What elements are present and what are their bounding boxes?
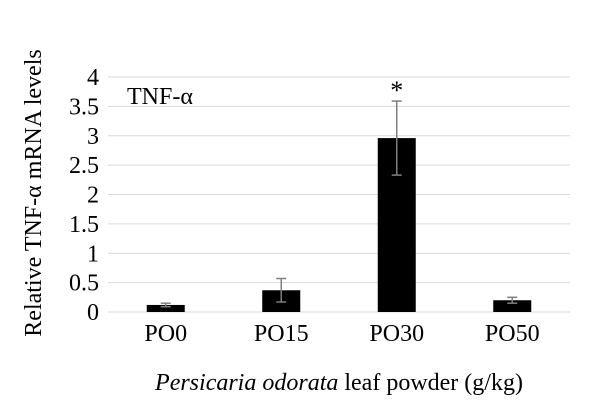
error-bars xyxy=(160,100,518,308)
y-axis-label: Relative TNF-α mRNA levels xyxy=(21,49,47,336)
x-axis-label-rest: leaf powder (g/kg) xyxy=(338,370,523,396)
y-tick-label: 0.5 xyxy=(69,271,99,297)
y-tick-label: 1 xyxy=(87,241,99,267)
bar xyxy=(493,300,532,312)
gridlines xyxy=(108,76,570,313)
bars xyxy=(146,138,532,312)
y-tick-labels: 0 0.5 1 1.5 2 2.5 3 3.5 4 xyxy=(69,65,99,326)
y-tick-label: 1.5 xyxy=(69,212,99,238)
x-axis-label: Persicaria odorata leaf powder (g/kg) xyxy=(154,370,523,396)
y-tick-label: 4 xyxy=(87,65,99,91)
chart-title: TNF-α xyxy=(127,84,193,110)
x-tick-labels: PO0 PO15 PO30 PO50 xyxy=(144,321,539,347)
y-tick-label: 2 xyxy=(87,183,99,209)
x-tick-label: PO30 xyxy=(369,321,424,347)
x-tick-label: PO50 xyxy=(485,321,540,347)
y-tick-label: 3 xyxy=(87,124,99,150)
x-axis-label-italic: Persicaria odorata xyxy=(154,370,338,396)
annotations: * xyxy=(390,76,403,105)
x-tick-label: PO0 xyxy=(144,321,187,347)
significance-annotation: * xyxy=(390,76,403,105)
x-tick-label: PO15 xyxy=(254,321,309,347)
y-tick-label: 0 xyxy=(87,300,99,326)
bar xyxy=(146,304,185,312)
y-tick-label: 2.5 xyxy=(69,153,99,179)
y-tick-label: 3.5 xyxy=(69,94,99,120)
